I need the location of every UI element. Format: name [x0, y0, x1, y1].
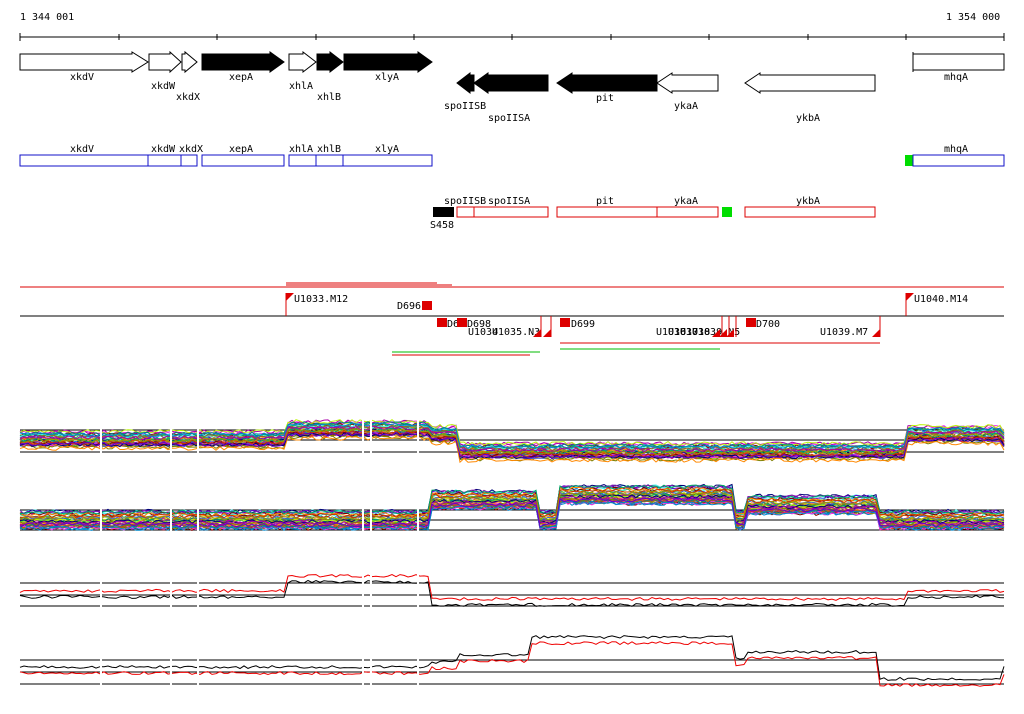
feature-label-U1039.N5: U1039.N5: [692, 327, 740, 338]
expression-panel-2: [19, 483, 1005, 545]
blue-label-xkdW: xkdW: [151, 144, 176, 155]
blue-label-xlyA: xlyA: [375, 144, 399, 155]
gene-label-xkdV: xkdV: [70, 72, 94, 83]
gene-arrow-xkdW[interactable]: [148, 50, 182, 74]
feature-label-U1034: U1034: [468, 327, 498, 338]
expression-line: [19, 497, 1005, 528]
gene-label-spoIISA: spoIISA: [488, 113, 530, 124]
s458-block[interactable]: [433, 207, 454, 217]
blue-annotation-track: xkdV xkdW xkdX xepA xhlA xhlB xlyA mhqA: [19, 144, 1005, 167]
gene-label-xhlA: xhlA: [289, 81, 313, 92]
expression-line: [19, 422, 1005, 450]
gene-label-ykaA: ykaA: [674, 101, 698, 112]
coordinate-ruler: [19, 33, 1005, 41]
gene-arrow-ykbA[interactable]: [744, 72, 876, 94]
gene-arrow-spoIISA[interactable]: [473, 72, 549, 94]
gene-arrow-xepA[interactable]: [201, 51, 285, 73]
expression-line: [19, 579, 1005, 607]
expression-line: [19, 490, 1004, 521]
expression-line: [19, 484, 1005, 515]
blue-label-xepA: xepA: [229, 144, 253, 155]
expression-line: [19, 425, 1005, 453]
expression-line: [19, 428, 1005, 456]
ruler-end-coordinate: 1 354 000: [946, 12, 1001, 23]
feature-label-U1036: U1036: [656, 327, 686, 338]
gene-label-xhlB: xhlB: [317, 92, 341, 103]
red-label-ykaA: ykaA: [674, 196, 698, 207]
expression-line: [19, 435, 1005, 464]
gene-arrow-pit[interactable]: [556, 72, 658, 94]
feature-label-D6: D6: [447, 319, 459, 330]
gene-label-xkdW: xkdW: [151, 81, 176, 92]
ruler-start-coordinate: 1 344 001: [20, 12, 75, 23]
gene-label-xepA: xepA: [229, 72, 253, 83]
gene-arrow-mhqA[interactable]: [912, 53, 1005, 71]
gene-label-spoIISB: spoIISB: [444, 101, 486, 112]
gene-label-mhqA: mhqA: [944, 72, 968, 83]
blue-label-xhlA: xhlA: [289, 144, 313, 155]
red-label-spoIISA: spoIISA: [488, 196, 530, 207]
gene-arrow-xhlB[interactable]: [316, 50, 344, 74]
red-annotation-track: spoIISB spoIISA pit ykaA ykbA S458: [430, 196, 876, 231]
expression-panel-4: [19, 635, 1005, 697]
blue-label-xkdX: xkdX: [179, 144, 203, 155]
expression-line: [19, 641, 1005, 687]
expression-line: [19, 431, 1005, 459]
gene-arrow-ykaA[interactable]: [656, 72, 719, 94]
expression-line: [19, 635, 1005, 681]
feature-label-D700: D700: [756, 319, 780, 330]
blue-label-mhqA: mhqA: [944, 144, 968, 155]
gene-arrow-xlyA[interactable]: [343, 51, 433, 73]
expression-line: [19, 490, 1005, 521]
gene-label-pit: pit: [596, 93, 614, 104]
feature-label-D699: D699: [571, 319, 595, 330]
gene-label-xkdX: xkdX: [176, 92, 200, 103]
gene-arrow-xkdV[interactable]: [19, 51, 149, 73]
gene-arrow-xhlA[interactable]: [288, 50, 317, 74]
blue-label-xkdV: xkdV: [70, 144, 94, 155]
feature-label-D696: D696: [397, 301, 421, 312]
green-marker: [905, 155, 913, 166]
feature-label-U1038: U1038: [680, 327, 710, 338]
feature-label-U1040.M14: U1040.M14: [914, 294, 968, 305]
expression-line: [19, 573, 1005, 601]
s458-label: S458: [430, 220, 454, 231]
feature-track: U1033.M12 D696 D6 D698 U1034 U1035.N3 D6…: [20, 282, 1004, 356]
red-label-ykbA: ykbA: [796, 196, 820, 207]
expression-panel-3: [19, 570, 1005, 620]
red-label-pit: pit: [596, 196, 614, 207]
red-label-spoIISB: spoIISB: [444, 196, 486, 207]
feature-label-U1037: U1037: [668, 327, 698, 338]
green-marker-2: [722, 207, 732, 217]
expression-panel-1: [19, 415, 1005, 465]
gene-arrow-labels: xkdV xkdW xkdX xepA xhlA xhlB xlyA spoII…: [70, 72, 968, 124]
gene-arrow-xkdX[interactable]: [181, 50, 198, 74]
feature-label-D698: D698: [467, 319, 491, 330]
gene-label-ykbA: ykbA: [796, 113, 820, 124]
feature-label-U1033.M12: U1033.M12: [294, 294, 348, 305]
gene-arrow-track: [19, 50, 1005, 95]
expression-line: [19, 500, 1005, 531]
gene-label-xlyA: xlyA: [375, 72, 399, 83]
feature-label-U1039.M7: U1039.M7: [820, 327, 868, 338]
expression-line: [19, 483, 1005, 514]
feature-label-U1035.N3: U1035.N3: [492, 327, 540, 338]
blue-label-xhlB: xhlB: [317, 144, 341, 155]
expression-line: [19, 424, 1005, 452]
expression-line: [19, 500, 1005, 531]
gene-arrow-spoIISB[interactable]: [456, 71, 475, 95]
